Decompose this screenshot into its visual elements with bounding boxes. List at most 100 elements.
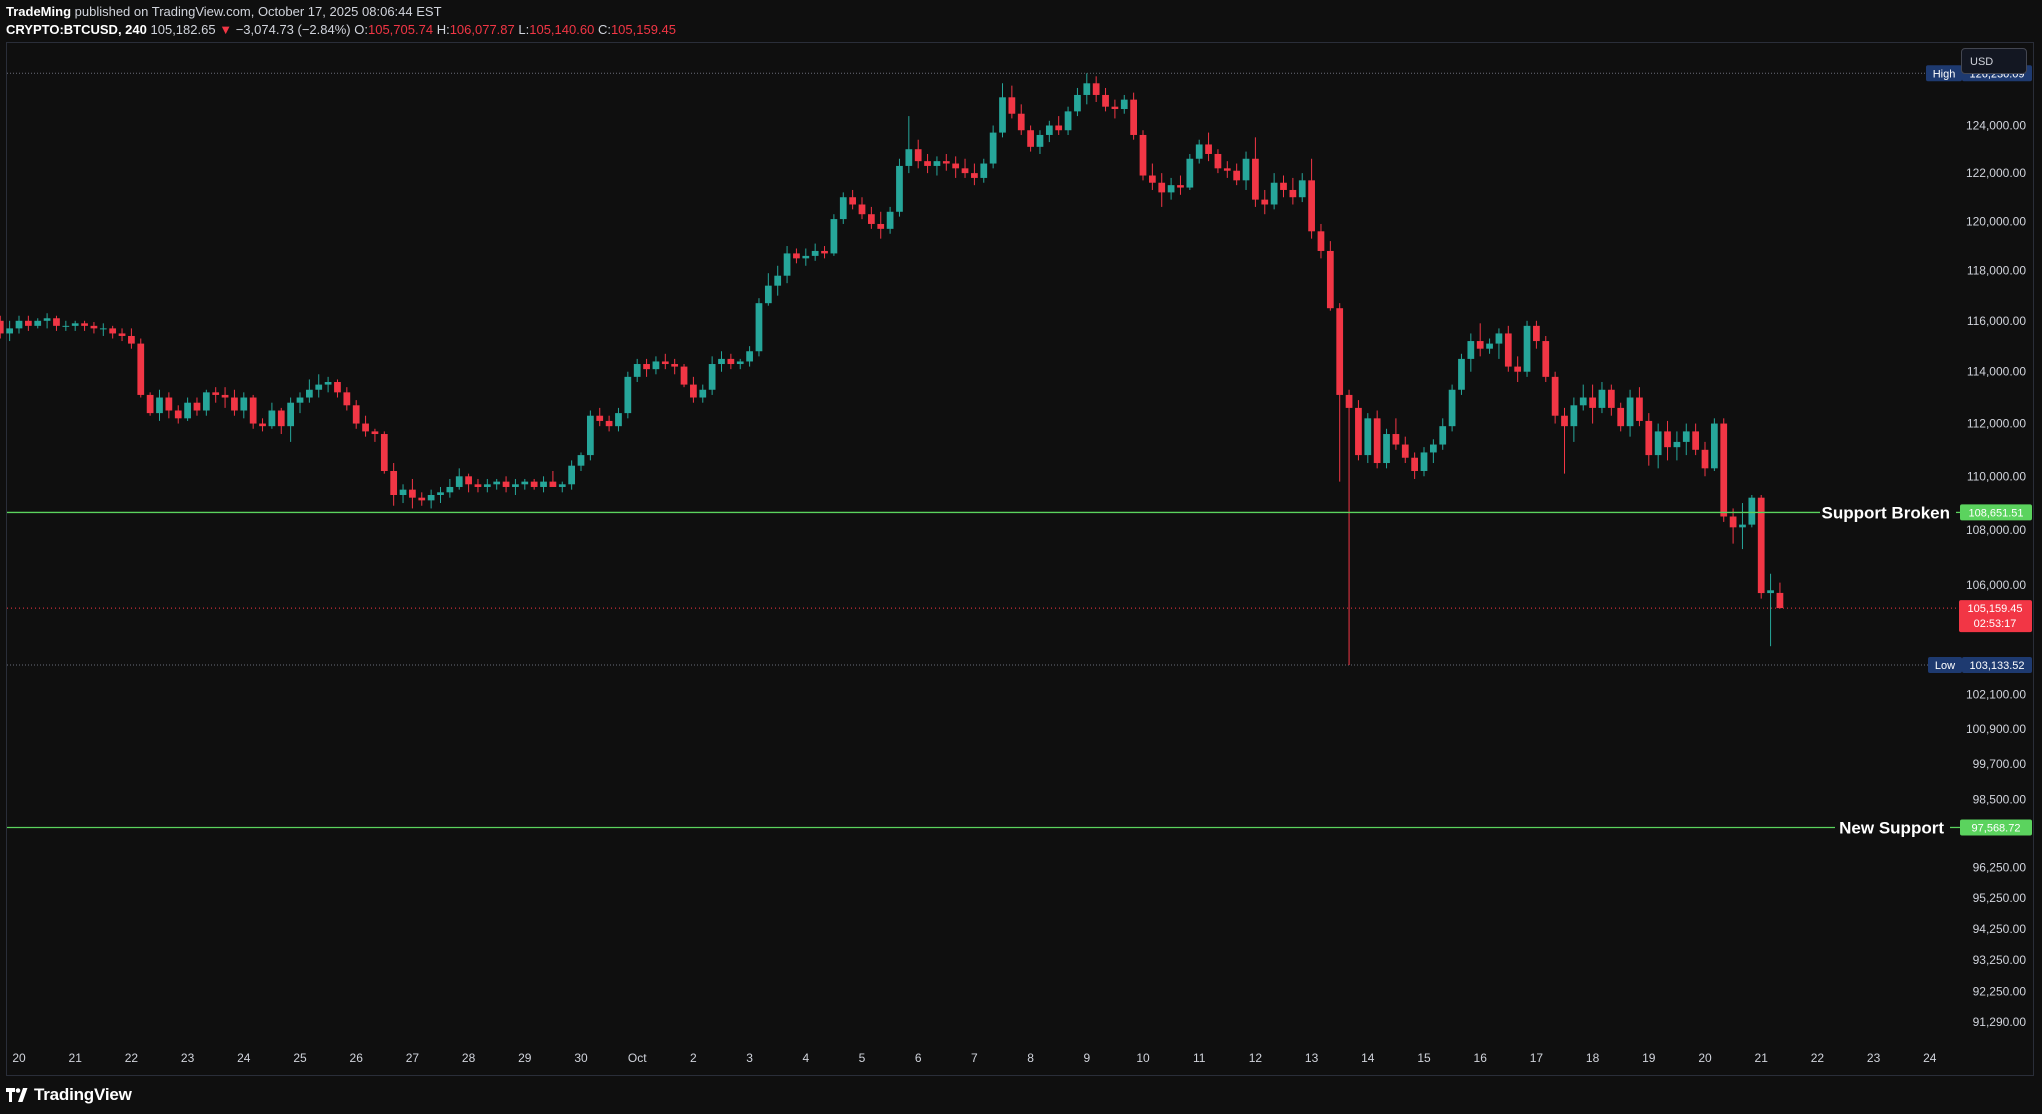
- support-label: New Support: [1839, 818, 1944, 837]
- candle-body: [615, 413, 622, 427]
- candle-body: [1439, 426, 1447, 445]
- candle: [1186, 153, 1194, 190]
- candle: [53, 315, 60, 331]
- date-tick-label: 4: [802, 1051, 809, 1065]
- candle: [362, 415, 369, 437]
- candle-body: [989, 132, 997, 164]
- candle: [1008, 85, 1016, 119]
- candle-body: [1036, 134, 1044, 147]
- candle: [690, 376, 697, 403]
- candle: [1542, 335, 1550, 383]
- candle-body: [596, 415, 604, 421]
- candle-body: [277, 410, 285, 427]
- date-tick-label: 19: [1642, 1051, 1656, 1065]
- candle-body: [549, 481, 557, 487]
- candle-body: [1682, 431, 1690, 442]
- candle: [942, 153, 950, 171]
- candle: [455, 468, 463, 490]
- date-tick-label: 24: [237, 1051, 251, 1065]
- candle: [877, 211, 885, 239]
- price-tick-label: 98,500.00: [1973, 793, 2027, 807]
- candle: [1561, 407, 1568, 474]
- tradingview-logo[interactable]: TradingView: [6, 1083, 132, 1107]
- candle: [287, 397, 295, 442]
- time-axis[interactable]: 20 21 22 23 24 25 26 27 28 29 30 Oct 2 3 4 5 6 7 8 9 10 11 12 1…: [12, 1051, 1936, 1065]
- candle-body: [999, 97, 1006, 133]
- date-tick-label: 23: [181, 1051, 195, 1065]
- candle-body: [980, 163, 988, 178]
- candle-body: [933, 161, 941, 166]
- author-name[interactable]: TradeMing: [6, 4, 72, 19]
- candle: [446, 478, 454, 498]
- candle-body: [1092, 83, 1100, 95]
- candle-body: [1017, 113, 1025, 131]
- candle-body: [690, 384, 697, 398]
- low-badge-value: 103,133.52: [1969, 660, 2024, 672]
- candle: [530, 478, 538, 490]
- candle: [1589, 384, 1596, 424]
- candle-body: [390, 470, 398, 496]
- candle-body: [577, 455, 585, 466]
- candle: [249, 394, 257, 429]
- candle: [643, 358, 650, 377]
- candle: [1626, 389, 1634, 437]
- candle: [1336, 303, 1344, 482]
- candle: [231, 389, 238, 416]
- candle-body: [1336, 308, 1344, 395]
- low-badge-label-bg: [1928, 657, 1962, 674]
- candle: [746, 346, 753, 367]
- candle-body: [1383, 434, 1390, 464]
- candle: [980, 158, 988, 183]
- support-label: Support Broken: [1822, 503, 1950, 522]
- candle-body: [53, 318, 60, 326]
- candle-body: [212, 392, 220, 395]
- candle-body: [343, 392, 351, 406]
- candle: [521, 478, 529, 490]
- date-tick-label: 15: [1417, 1051, 1431, 1065]
- candle-body: [811, 250, 819, 256]
- candle: [221, 387, 229, 408]
- candle-body: [661, 361, 669, 365]
- candle: [1111, 99, 1119, 119]
- candle: [62, 320, 70, 331]
- low-badge-label: Low: [1935, 660, 1955, 672]
- tradingview-brand: TradingView: [34, 1085, 132, 1104]
- candle: [661, 353, 669, 370]
- currency-button[interactable]: USD: [1961, 48, 2027, 74]
- candle: [474, 478, 482, 493]
- price-tick-label: 122,000.00: [1966, 166, 2026, 180]
- price-tick-label: 96,250.00: [1973, 860, 2027, 874]
- candle: [352, 400, 360, 429]
- candle: [1270, 173, 1278, 210]
- candle: [1355, 400, 1362, 461]
- candle-body: [1673, 441, 1681, 448]
- current-price-badge: [1959, 600, 2032, 633]
- price-tick-label: 112,000.00: [1967, 417, 2026, 431]
- price-axis[interactable]: 124,000.00 122,000.00 120,000.00 118,000.00…: [1966, 119, 2026, 1030]
- candle: [483, 478, 491, 493]
- candle-body: [1308, 180, 1315, 232]
- candle-body: [1373, 418, 1381, 464]
- candle-body: [1776, 592, 1784, 609]
- candle: [867, 206, 875, 229]
- candle-body: [1045, 125, 1053, 135]
- candle-body: [1486, 343, 1493, 349]
- candle-body: [427, 495, 435, 501]
- candle-body: [334, 382, 341, 393]
- candle-body: [605, 420, 613, 427]
- candle: [1401, 436, 1409, 464]
- candle: [1027, 125, 1034, 152]
- candle: [624, 371, 632, 419]
- candle: [699, 384, 707, 403]
- date-tick-label: 22: [125, 1051, 139, 1065]
- price-change: −3,074.73 (−2.84%): [235, 22, 351, 37]
- candle-body: [521, 481, 529, 485]
- candle: [1598, 382, 1606, 414]
- date-tick-label: 26: [350, 1051, 364, 1065]
- date-tick-label: 21: [1755, 1051, 1769, 1065]
- candle: [240, 392, 248, 419]
- candle: [1055, 116, 1063, 135]
- candle: [708, 356, 716, 395]
- candle: [1252, 137, 1259, 207]
